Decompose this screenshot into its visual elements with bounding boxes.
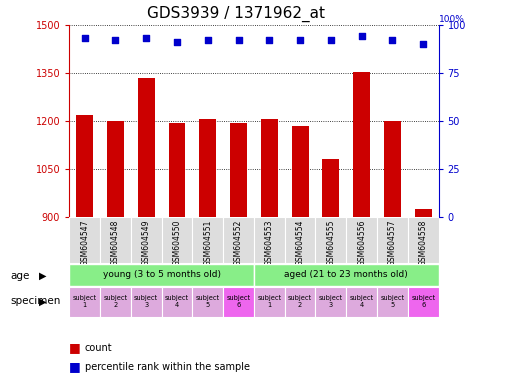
Text: 100%: 100% <box>439 15 464 24</box>
Text: subject
3: subject 3 <box>134 295 159 308</box>
FancyBboxPatch shape <box>162 217 192 263</box>
Bar <box>322 159 340 217</box>
Bar <box>291 126 308 217</box>
FancyBboxPatch shape <box>254 217 285 263</box>
FancyBboxPatch shape <box>285 217 315 263</box>
FancyBboxPatch shape <box>223 217 254 263</box>
Text: GSM604547: GSM604547 <box>80 219 89 266</box>
FancyBboxPatch shape <box>346 287 377 317</box>
Point <box>142 35 150 41</box>
FancyBboxPatch shape <box>254 264 439 286</box>
Point <box>173 39 181 45</box>
Text: subject
6: subject 6 <box>411 295 436 308</box>
Text: aged (21 to 23 months old): aged (21 to 23 months old) <box>284 270 408 280</box>
FancyBboxPatch shape <box>131 217 162 263</box>
FancyBboxPatch shape <box>315 217 346 263</box>
Point <box>204 37 212 43</box>
FancyBboxPatch shape <box>131 287 162 317</box>
Text: subject
4: subject 4 <box>165 295 189 308</box>
Text: ▶: ▶ <box>38 271 46 281</box>
Text: subject
6: subject 6 <box>226 295 251 308</box>
FancyBboxPatch shape <box>346 217 377 263</box>
FancyBboxPatch shape <box>69 264 254 286</box>
Bar <box>384 121 401 217</box>
Bar <box>261 119 278 217</box>
Text: GSM604554: GSM604554 <box>295 219 305 266</box>
Text: GSM604551: GSM604551 <box>203 219 212 266</box>
Text: count: count <box>85 343 112 353</box>
Text: subject
5: subject 5 <box>380 295 405 308</box>
FancyBboxPatch shape <box>408 287 439 317</box>
Text: GSM604557: GSM604557 <box>388 219 397 266</box>
Text: GSM604553: GSM604553 <box>265 219 274 266</box>
FancyBboxPatch shape <box>69 287 100 317</box>
Text: ▶: ▶ <box>38 296 46 306</box>
Text: GSM604550: GSM604550 <box>172 219 182 266</box>
Text: subject
1: subject 1 <box>72 295 97 308</box>
Bar <box>107 121 124 217</box>
Text: young (3 to 5 months old): young (3 to 5 months old) <box>103 270 221 280</box>
FancyBboxPatch shape <box>408 217 439 263</box>
Point <box>358 33 366 40</box>
FancyBboxPatch shape <box>192 287 223 317</box>
Text: subject
1: subject 1 <box>257 295 282 308</box>
Text: GDS3939 / 1371962_at: GDS3939 / 1371962_at <box>147 6 325 22</box>
Point <box>296 37 304 43</box>
FancyBboxPatch shape <box>100 217 131 263</box>
Text: ■: ■ <box>69 360 81 373</box>
Text: percentile rank within the sample: percentile rank within the sample <box>85 362 250 372</box>
FancyBboxPatch shape <box>377 217 408 263</box>
Text: subject
5: subject 5 <box>195 295 220 308</box>
Text: GSM604555: GSM604555 <box>326 219 336 266</box>
Text: subject
2: subject 2 <box>288 295 312 308</box>
Point <box>388 37 397 43</box>
Text: GSM604549: GSM604549 <box>142 219 151 266</box>
FancyBboxPatch shape <box>285 287 315 317</box>
Text: GSM604556: GSM604556 <box>357 219 366 266</box>
Bar <box>199 119 216 217</box>
Text: specimen: specimen <box>10 296 61 306</box>
Point <box>111 37 120 43</box>
Point <box>419 41 427 47</box>
FancyBboxPatch shape <box>162 287 192 317</box>
Text: subject
4: subject 4 <box>349 295 374 308</box>
Text: age: age <box>10 271 30 281</box>
FancyBboxPatch shape <box>69 217 100 263</box>
Text: GSM604552: GSM604552 <box>234 219 243 266</box>
Point <box>234 37 243 43</box>
Bar <box>353 72 370 217</box>
Text: GSM604548: GSM604548 <box>111 219 120 266</box>
FancyBboxPatch shape <box>100 287 131 317</box>
Text: subject
2: subject 2 <box>103 295 128 308</box>
Point <box>81 35 89 41</box>
FancyBboxPatch shape <box>377 287 408 317</box>
FancyBboxPatch shape <box>254 287 285 317</box>
Bar <box>137 78 155 217</box>
Text: subject
3: subject 3 <box>319 295 343 308</box>
FancyBboxPatch shape <box>315 287 346 317</box>
Text: ■: ■ <box>69 341 81 354</box>
Bar <box>415 209 432 217</box>
Bar <box>76 114 93 217</box>
Bar <box>230 122 247 217</box>
Text: GSM604558: GSM604558 <box>419 219 428 266</box>
FancyBboxPatch shape <box>223 287 254 317</box>
Point <box>327 37 335 43</box>
Bar <box>168 122 186 217</box>
FancyBboxPatch shape <box>192 217 223 263</box>
Point <box>265 37 273 43</box>
